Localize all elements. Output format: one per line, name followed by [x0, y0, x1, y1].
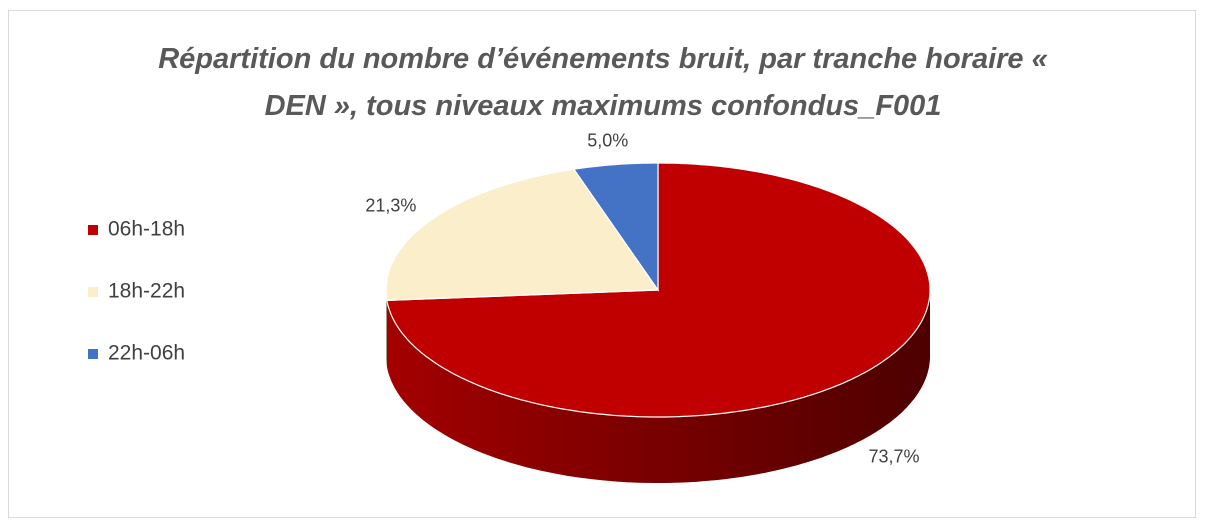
data-label: 21,3%: [365, 196, 416, 216]
legend-swatch: [88, 349, 98, 359]
chart-title: Répartition du nombre d’événements bruit…: [158, 43, 1048, 122]
pie-side-shade: [386, 290, 387, 367]
pie-slice: [385, 168, 660, 302]
legend-label: 06h-18h: [108, 218, 185, 241]
legend-label: 22h-06h: [108, 342, 185, 365]
legend-swatch: [88, 225, 98, 235]
legend-swatch: [88, 287, 98, 297]
data-label: 5,0%: [587, 131, 628, 151]
chart-frame: [8, 10, 1196, 518]
legend-label: 18h-22h: [108, 280, 185, 303]
pie-side-shade: [386, 290, 930, 483]
data-label: 73,7%: [869, 446, 920, 466]
pie-slice: [572, 162, 659, 292]
